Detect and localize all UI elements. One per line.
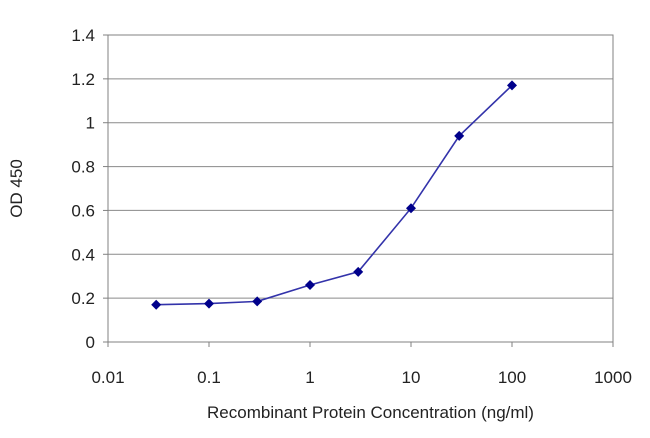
plot-frame	[107, 34, 614, 343]
y-axis-ticks: 0 0.2 0.4 0.6 0.8 1 1.2 1.4	[71, 26, 108, 352]
x-tick-label: 1000	[594, 368, 632, 387]
grid-layer	[108, 78, 613, 299]
data-point	[151, 299, 162, 310]
x-tick-label: 0.1	[197, 368, 221, 387]
x-tick-label: 0.01	[91, 368, 124, 387]
data-point	[454, 130, 465, 141]
series-layer	[151, 80, 517, 310]
y-tick-label: 1.4	[71, 26, 95, 45]
y-tick-label: 0.2	[71, 289, 95, 308]
y-tick-label: 0.8	[71, 158, 95, 177]
y-tick-label: 1.2	[71, 70, 95, 89]
y-tick-label: 0.4	[71, 245, 95, 264]
y-tick-label: 0	[86, 333, 95, 352]
x-tick-label: 10	[402, 368, 421, 387]
series-line	[156, 84, 513, 306]
data-point	[204, 298, 214, 309]
x-tick-label: 100	[498, 368, 526, 387]
x-axis-ticks: 0.01 0.1 1 10 100 1000	[91, 342, 632, 387]
data-point	[406, 203, 416, 214]
x-axis-label: Recombinant Protein Concentration (ng/ml…	[207, 403, 534, 422]
y-tick-label: 0.6	[71, 201, 95, 220]
data-point	[252, 296, 263, 307]
data-point	[353, 266, 364, 277]
data-point	[305, 279, 315, 290]
y-tick-label: 1	[86, 114, 95, 133]
y-axis-label: OD 450	[7, 159, 26, 218]
x-tick-label: 1	[305, 368, 314, 387]
data-point	[507, 80, 517, 91]
